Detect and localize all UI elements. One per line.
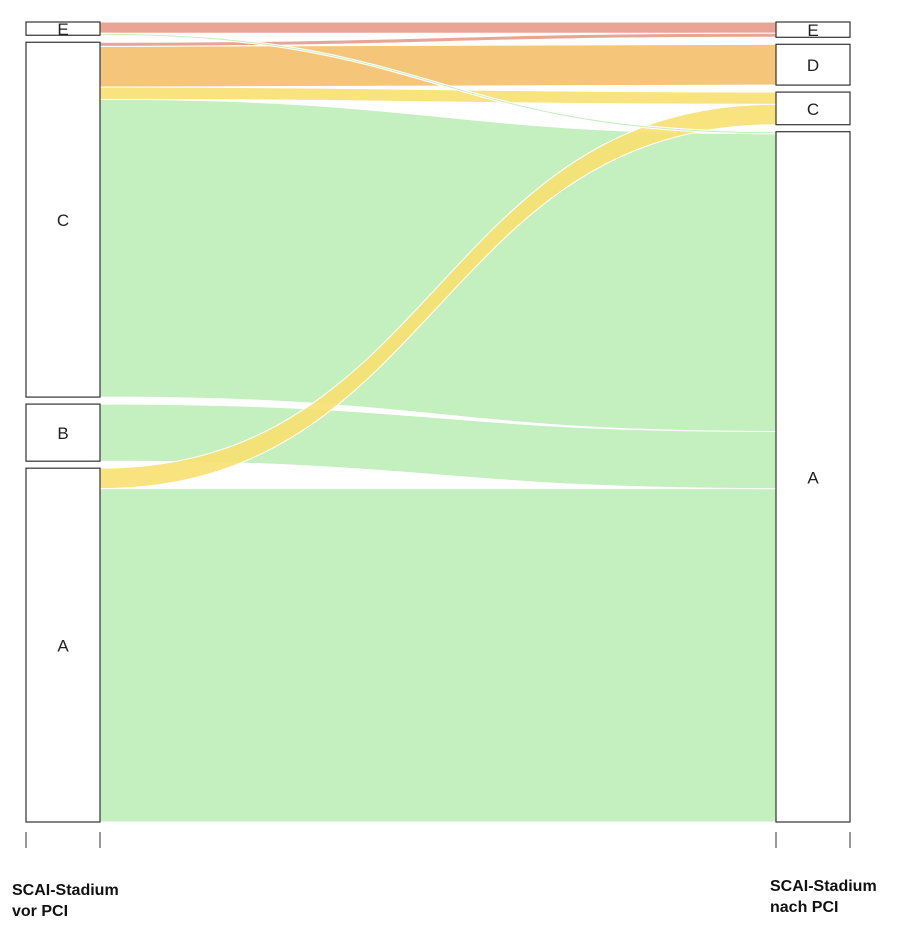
node-label-right-e: E bbox=[807, 21, 818, 40]
node-right-e bbox=[775, 21, 851, 38]
node-right-a bbox=[775, 131, 851, 823]
flow-a-to-a bbox=[99, 488, 777, 823]
axis-label-right-line-2: nach PCI bbox=[770, 899, 839, 916]
node-label-left-a: A bbox=[57, 637, 69, 656]
node-right-c bbox=[775, 91, 851, 126]
axis-label-left-line-2: vor PCI bbox=[12, 903, 69, 920]
axis-label-right-line-1: SCAI-Stadium bbox=[770, 878, 877, 895]
flow-c-to-a bbox=[99, 98, 777, 432]
flow-c-to-d bbox=[99, 43, 777, 88]
node-left-b bbox=[25, 403, 101, 462]
node-label-right-a: A bbox=[807, 468, 819, 487]
node-left-a bbox=[25, 467, 101, 823]
axis-label-left: SCAI-Stadium vor PCI bbox=[12, 880, 119, 922]
axis-label-left-line-1: SCAI-Stadium bbox=[12, 882, 119, 899]
node-right-d bbox=[775, 43, 851, 86]
node-left-c bbox=[25, 41, 101, 398]
node-label-right-c: C bbox=[807, 100, 819, 119]
node-label-left-e: E bbox=[57, 20, 68, 39]
node-label-right-d: D bbox=[807, 56, 819, 75]
flow-e-to-e bbox=[99, 21, 777, 34]
node-left-e bbox=[25, 21, 101, 36]
axis-label-right: SCAI-Stadium nach PCI bbox=[770, 876, 877, 918]
node-label-left-c: C bbox=[57, 211, 69, 230]
flows-layer bbox=[99, 21, 777, 823]
node-label-left-b: B bbox=[57, 424, 68, 443]
axis-ticks bbox=[25, 832, 851, 848]
